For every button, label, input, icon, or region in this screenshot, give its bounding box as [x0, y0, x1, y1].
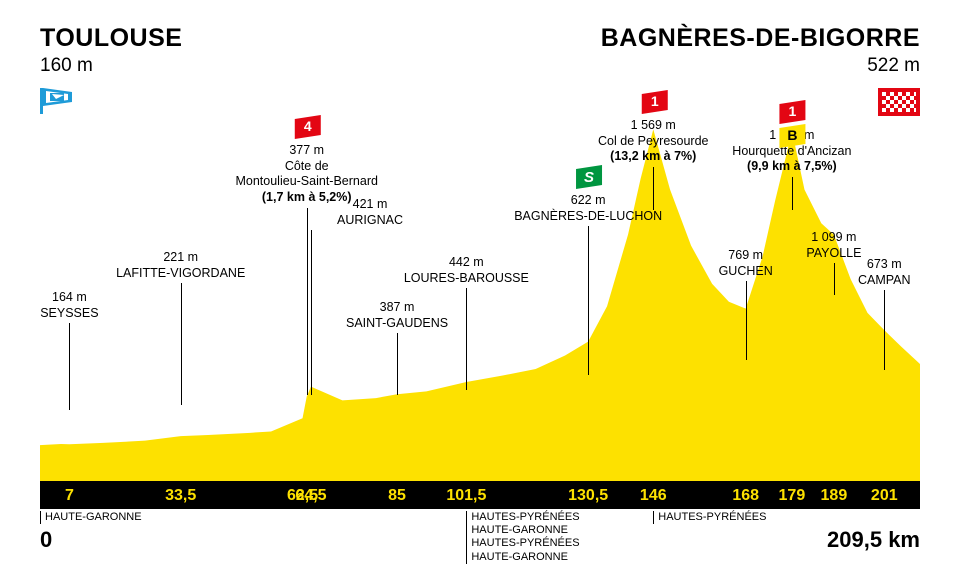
- km-marker: 33,5: [165, 487, 196, 505]
- waypoint-stem: [834, 263, 835, 295]
- waypoint-name: SEYSSES: [40, 306, 98, 322]
- waypoint-alt: 377 m: [235, 143, 377, 159]
- waypoint-stem: [746, 281, 747, 360]
- waypoint-alt: 164 m: [40, 290, 98, 306]
- waypoint: S 622 mBAGNÈRES-DE-LUCHON: [514, 165, 662, 224]
- km-marker: 201: [871, 487, 898, 505]
- svg-text:S: S: [584, 169, 594, 186]
- start-block: TOULOUSE 160 m: [40, 24, 182, 77]
- km-marker: 7: [65, 487, 74, 505]
- region-label: HAUTES-PYRÉNÉES: [653, 511, 766, 525]
- svg-text:B: B: [788, 127, 798, 143]
- waypoint-detail: (9,9 km à 7,5%): [732, 159, 851, 175]
- waypoint-stem: [792, 177, 793, 210]
- region-label: HAUTES-PYRÉNÉESHAUTE-GARONNEHAUTES-PYRÉN…: [466, 511, 579, 525]
- waypoint: 673 mCAMPAN: [858, 257, 911, 288]
- start-city: TOULOUSE: [40, 24, 182, 53]
- climb-marker-icon: S: [574, 165, 602, 187]
- waypoint: 221 mLAFITTE-VIGORDANE: [116, 250, 245, 281]
- start-alt: 160 m: [40, 55, 182, 77]
- waypoint-alt: 421 m: [337, 197, 403, 213]
- waypoint-name: Côte de: [235, 159, 377, 175]
- km-marker: 168: [732, 487, 759, 505]
- stage-profile: TOULOUSE 160 m BAGNÈRES-DE-BIGORRE 522 m…: [0, 0, 960, 579]
- waypoint-name: CAMPAN: [858, 273, 911, 289]
- waypoint-stem: [311, 230, 312, 395]
- waypoint-alt: 1 569 m: [598, 118, 708, 134]
- climb-marker-icon: 1B: [778, 100, 806, 122]
- waypoint-alt: 622 m: [514, 193, 662, 209]
- waypoint-alt: 442 m: [404, 255, 529, 271]
- footer: 0 209,5 km: [40, 527, 920, 553]
- waypoint-stem: [466, 288, 467, 390]
- svg-text:1: 1: [789, 103, 797, 119]
- waypoint-stem: [397, 333, 398, 395]
- waypoint-alt: 387 m: [346, 300, 448, 316]
- waypoint-stem: [69, 323, 70, 410]
- waypoint-stem: [884, 290, 885, 370]
- km-total: 209,5 km: [827, 527, 920, 553]
- waypoint: 769 mGUCHEN: [719, 248, 773, 279]
- waypoint-stem: [307, 208, 308, 395]
- waypoint: 164 mSEYSSES: [40, 290, 98, 321]
- waypoint: 1B1 564 mHourquette d'Ancizan(9,9 km à 7…: [732, 100, 851, 175]
- waypoint-stem: [653, 167, 654, 210]
- waypoint-name: GUCHEN: [719, 264, 773, 280]
- waypoint-name: AURIGNAC: [337, 213, 403, 229]
- svg-text:4: 4: [304, 118, 312, 134]
- km-marker: 146: [640, 487, 667, 505]
- finish-city: BAGNÈRES-DE-BIGORRE: [601, 24, 920, 53]
- waypoint-name: LAFITTE-VIGORDANE: [116, 266, 245, 282]
- km-bar: 733,562,564,585101,5130,5146168179189201: [40, 481, 920, 509]
- waypoint: 4377 mCôte deMontoulieu-Saint-Bernard(1,…: [235, 115, 377, 206]
- waypoint-stem: [588, 226, 589, 375]
- waypoint-alt: 221 m: [116, 250, 245, 266]
- waypoint-stem: [181, 283, 182, 405]
- region-label: HAUTE-GARONNE: [40, 511, 142, 525]
- waypoint-detail: (13,2 km à 7%): [598, 149, 708, 165]
- km-marker: 85: [388, 487, 406, 505]
- svg-text:1: 1: [650, 93, 658, 109]
- waypoint-name: BAGNÈRES-DE-LUCHON: [514, 209, 662, 225]
- finish-block: BAGNÈRES-DE-BIGORRE 522 m: [601, 24, 920, 77]
- waypoint-name: Montoulieu-Saint-Bernard: [235, 174, 377, 190]
- waypoint: 442 mLOURES-BAROUSSE: [404, 255, 529, 286]
- km-marker: 101,5: [446, 487, 486, 505]
- waypoint-alt: 673 m: [858, 257, 911, 273]
- waypoint-name: Col de Peyresourde: [598, 134, 708, 150]
- waypoint: 1 099 mPayolle: [806, 230, 861, 261]
- finish-alt: 522 m: [601, 55, 920, 77]
- km-marker: 189: [821, 487, 848, 505]
- km-zero: 0: [40, 527, 52, 553]
- km-marker: 64,5: [295, 487, 326, 505]
- waypoint-alt: 769 m: [719, 248, 773, 264]
- climb-marker-icon: 4: [293, 115, 321, 137]
- waypoint-alt: 1 099 m: [806, 230, 861, 246]
- waypoint: 387 mSAINT-GAUDENS: [346, 300, 448, 331]
- waypoint-name: SAINT-GAUDENS: [346, 316, 448, 332]
- waypoint-name: Payolle: [806, 246, 861, 262]
- waypoint: 421 mAURIGNAC: [337, 197, 403, 228]
- climb-marker-icon: 1: [639, 90, 667, 112]
- waypoint-name: LOURES-BAROUSSE: [404, 271, 529, 287]
- km-marker: 130,5: [568, 487, 608, 505]
- header: TOULOUSE 160 m BAGNÈRES-DE-BIGORRE 522 m: [40, 24, 920, 77]
- waypoint: 1 1 569 mCol de Peyresourde(13,2 km à 7%): [598, 90, 708, 165]
- km-marker: 179: [779, 487, 806, 505]
